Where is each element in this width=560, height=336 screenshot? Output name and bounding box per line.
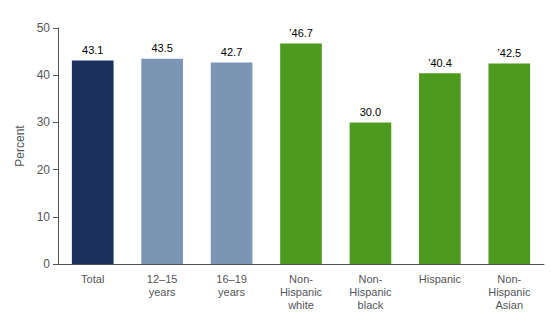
svg-text:42.7: 42.7	[221, 46, 242, 58]
svg-text:Non-: Non-	[359, 273, 383, 285]
svg-text:12–15: 12–15	[147, 273, 178, 285]
svg-text:years: years	[218, 286, 245, 298]
svg-text:Hispanic: Hispanic	[419, 273, 462, 285]
svg-text:Hispanic: Hispanic	[280, 286, 323, 298]
svg-text:years: years	[149, 286, 176, 298]
svg-text:’46.7: ’46.7	[289, 27, 313, 39]
svg-text:20: 20	[37, 163, 51, 177]
svg-text:43.5: 43.5	[151, 42, 172, 54]
svg-text:Percent: Percent	[13, 125, 27, 167]
svg-text:30.0: 30.0	[360, 106, 381, 118]
svg-text:white: white	[287, 299, 314, 311]
svg-text:Total: Total	[81, 273, 104, 285]
svg-text:40: 40	[37, 68, 51, 82]
svg-text:16–19: 16–19	[216, 273, 247, 285]
svg-text:43.1: 43.1	[82, 44, 103, 56]
svg-text:Non-: Non-	[289, 273, 313, 285]
svg-text:Hispanic: Hispanic	[349, 286, 392, 298]
svg-text:Non-: Non-	[497, 273, 521, 285]
svg-text:black: black	[358, 299, 384, 311]
svg-text:0: 0	[43, 257, 50, 271]
svg-text:Asian: Asian	[496, 299, 524, 311]
svg-text:’40.4: ’40.4	[428, 57, 452, 69]
svg-text:Hispanic: Hispanic	[488, 286, 531, 298]
svg-text:10: 10	[37, 210, 51, 224]
svg-text:30: 30	[37, 115, 51, 129]
svg-text:’42.5: ’42.5	[497, 47, 521, 59]
svg-text:50: 50	[37, 21, 51, 35]
